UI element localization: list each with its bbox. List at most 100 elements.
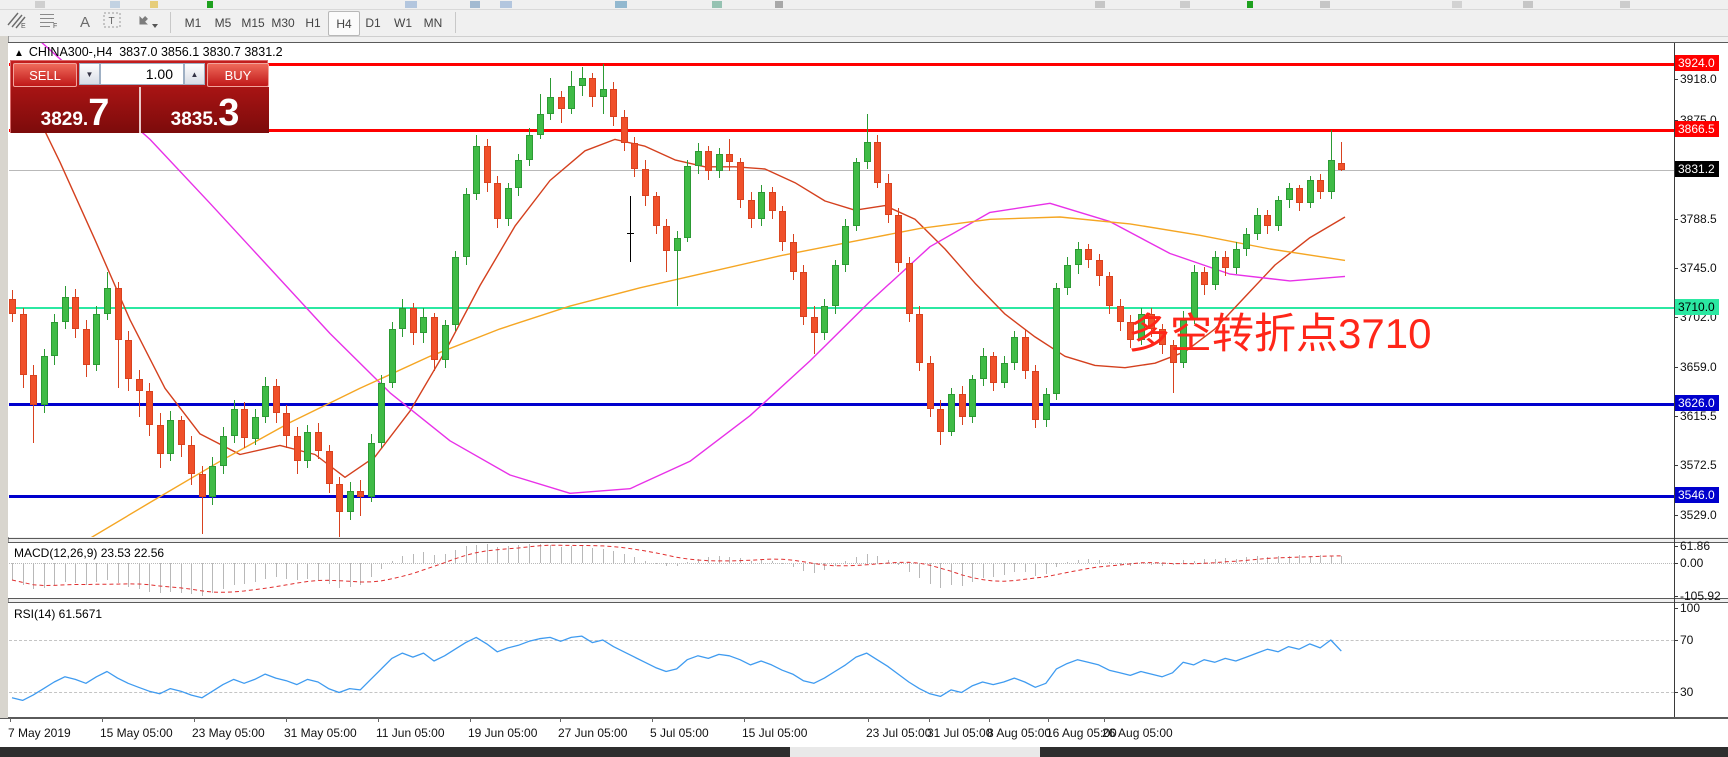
ma-slow-orange-line bbox=[90, 216, 1346, 537]
candle bbox=[220, 436, 227, 466]
timeframe-button-m5[interactable]: M5 bbox=[214, 15, 232, 30]
price-tick-label-mark bbox=[1674, 317, 1678, 318]
macd-plot[interactable] bbox=[9, 543, 1674, 597]
candle bbox=[1307, 180, 1314, 204]
timeframe-button-m1[interactable]: M1 bbox=[184, 15, 202, 30]
time-tick-label: 8 Aug 05:00 bbox=[987, 726, 1052, 740]
support-line-3546[interactable] bbox=[9, 495, 1674, 498]
time-tick-mark bbox=[286, 718, 287, 722]
resistance-line-3866[interactable] bbox=[9, 129, 1674, 132]
macd-histogram-bar bbox=[107, 563, 108, 580]
candle bbox=[864, 141, 871, 163]
rsi-level-70-line bbox=[9, 640, 1674, 641]
macd-histogram-bar bbox=[1088, 559, 1089, 563]
macd-histogram-bar bbox=[877, 556, 878, 563]
candle bbox=[885, 182, 892, 215]
toolbar-fragment bbox=[1320, 1, 1330, 8]
candle bbox=[1117, 306, 1124, 323]
last-price-line[interactable] bbox=[9, 170, 1674, 171]
candle bbox=[716, 154, 723, 172]
timeframe-button-d1[interactable]: D1 bbox=[365, 15, 381, 30]
macd-tick-label-mark bbox=[1674, 596, 1678, 597]
cursor-arrows-icon[interactable] bbox=[134, 11, 164, 34]
candle bbox=[136, 379, 143, 391]
vertical-line-object[interactable] bbox=[630, 196, 631, 262]
timeframe-button-h4[interactable]: H4 bbox=[328, 11, 360, 36]
candle bbox=[916, 314, 923, 364]
candle bbox=[9, 299, 16, 315]
collapse-panel-icon[interactable]: ▲ bbox=[14, 48, 24, 59]
resistance-line-3924[interactable] bbox=[9, 63, 1674, 66]
macd-tick-label-mark bbox=[1674, 563, 1678, 564]
candle bbox=[104, 287, 111, 315]
buy-button[interactable]: BUY bbox=[207, 63, 269, 87]
macd-histogram-bar bbox=[170, 563, 171, 592]
candle bbox=[1317, 180, 1324, 192]
price-divider bbox=[139, 87, 141, 133]
timeframe-button-mn[interactable]: MN bbox=[423, 15, 443, 30]
macd-histogram-bar bbox=[413, 554, 414, 563]
candle bbox=[420, 317, 427, 334]
ask-price-big-digit: 3 bbox=[218, 91, 240, 134]
main-chart-plot[interactable]: 多空转折点3710 bbox=[9, 43, 1674, 537]
volume-input[interactable]: 1.00 bbox=[100, 63, 184, 85]
rsi-panel-top-border[interactable] bbox=[8, 602, 1728, 603]
bid-price[interactable]: 3829. 7 bbox=[11, 87, 139, 133]
pencil-tools-icon[interactable]: E bbox=[6, 11, 36, 34]
candle bbox=[115, 287, 122, 341]
price-axis-line bbox=[1674, 43, 1675, 717]
macd-histogram-bar bbox=[793, 563, 794, 567]
macd-histogram-bar bbox=[687, 562, 688, 564]
timeframe-button-w1[interactable]: W1 bbox=[394, 15, 412, 30]
text-label-icon[interactable]: A bbox=[79, 14, 90, 31]
macd-histogram-bar bbox=[951, 563, 952, 585]
candle bbox=[821, 306, 828, 334]
macd-histogram-bar bbox=[613, 551, 614, 563]
macd-histogram-bar bbox=[1099, 559, 1100, 563]
price-tick-label: 3615.5 bbox=[1680, 409, 1717, 423]
pivot-line-3710[interactable] bbox=[9, 307, 1674, 309]
macd-histogram-bar bbox=[466, 545, 467, 563]
macd-histogram-bar bbox=[761, 559, 762, 563]
timeframe-button-m30[interactable]: M30 bbox=[271, 15, 295, 30]
candle bbox=[663, 226, 670, 252]
time-tick-label: 31 Jul 05:00 bbox=[927, 726, 993, 740]
candle bbox=[304, 431, 311, 462]
time-tick-label: 31 May 05:00 bbox=[284, 726, 357, 740]
macd-histogram-bar bbox=[592, 548, 593, 563]
candle bbox=[442, 325, 449, 360]
candle bbox=[853, 162, 860, 227]
candle bbox=[990, 356, 997, 383]
macd-panel[interactable] bbox=[8, 543, 1728, 598]
rsi-plot[interactable] bbox=[9, 603, 1674, 717]
sell-button[interactable]: SELL bbox=[13, 63, 77, 87]
candle bbox=[642, 169, 649, 197]
support-line-3626[interactable] bbox=[9, 403, 1674, 406]
time-axis[interactable] bbox=[0, 718, 1728, 747]
candle bbox=[1201, 271, 1208, 286]
text-box-icon[interactable]: T bbox=[102, 11, 132, 34]
candle bbox=[188, 445, 195, 474]
price-badge: 3546.0 bbox=[1675, 487, 1719, 503]
candle bbox=[231, 408, 238, 437]
macd-panel-top-border[interactable] bbox=[8, 542, 1728, 543]
volume-decrease-button[interactable]: ▼ bbox=[79, 63, 100, 85]
candle bbox=[621, 116, 628, 143]
timeframe-button-m15[interactable]: M15 bbox=[241, 15, 265, 30]
macd-histogram-bar bbox=[255, 563, 256, 582]
ask-price[interactable]: 3835. 3 bbox=[141, 87, 269, 133]
grid-tools-icon[interactable]: F bbox=[38, 11, 68, 34]
macd-panel-bottom-border[interactable] bbox=[8, 598, 1728, 599]
rsi-panel[interactable] bbox=[8, 603, 1728, 717]
toolbar-fragment bbox=[1523, 1, 1533, 8]
candle bbox=[83, 328, 90, 366]
time-tick-label: 26 Aug 05:00 bbox=[1102, 726, 1173, 740]
macd-histogram-bar bbox=[561, 546, 562, 563]
toolbar-fragment bbox=[500, 1, 512, 8]
macd-histogram-bar bbox=[571, 545, 572, 563]
volume-increase-button[interactable]: ▲ bbox=[184, 63, 205, 85]
chart-title: ▲ CHINA300-,H4 3837.0 3856.1 3830.7 3831.… bbox=[14, 45, 283, 59]
timeframe-button-h1[interactable]: H1 bbox=[305, 15, 321, 30]
macd-histogram-bar bbox=[698, 559, 699, 563]
macd-histogram-bar bbox=[1289, 556, 1290, 563]
